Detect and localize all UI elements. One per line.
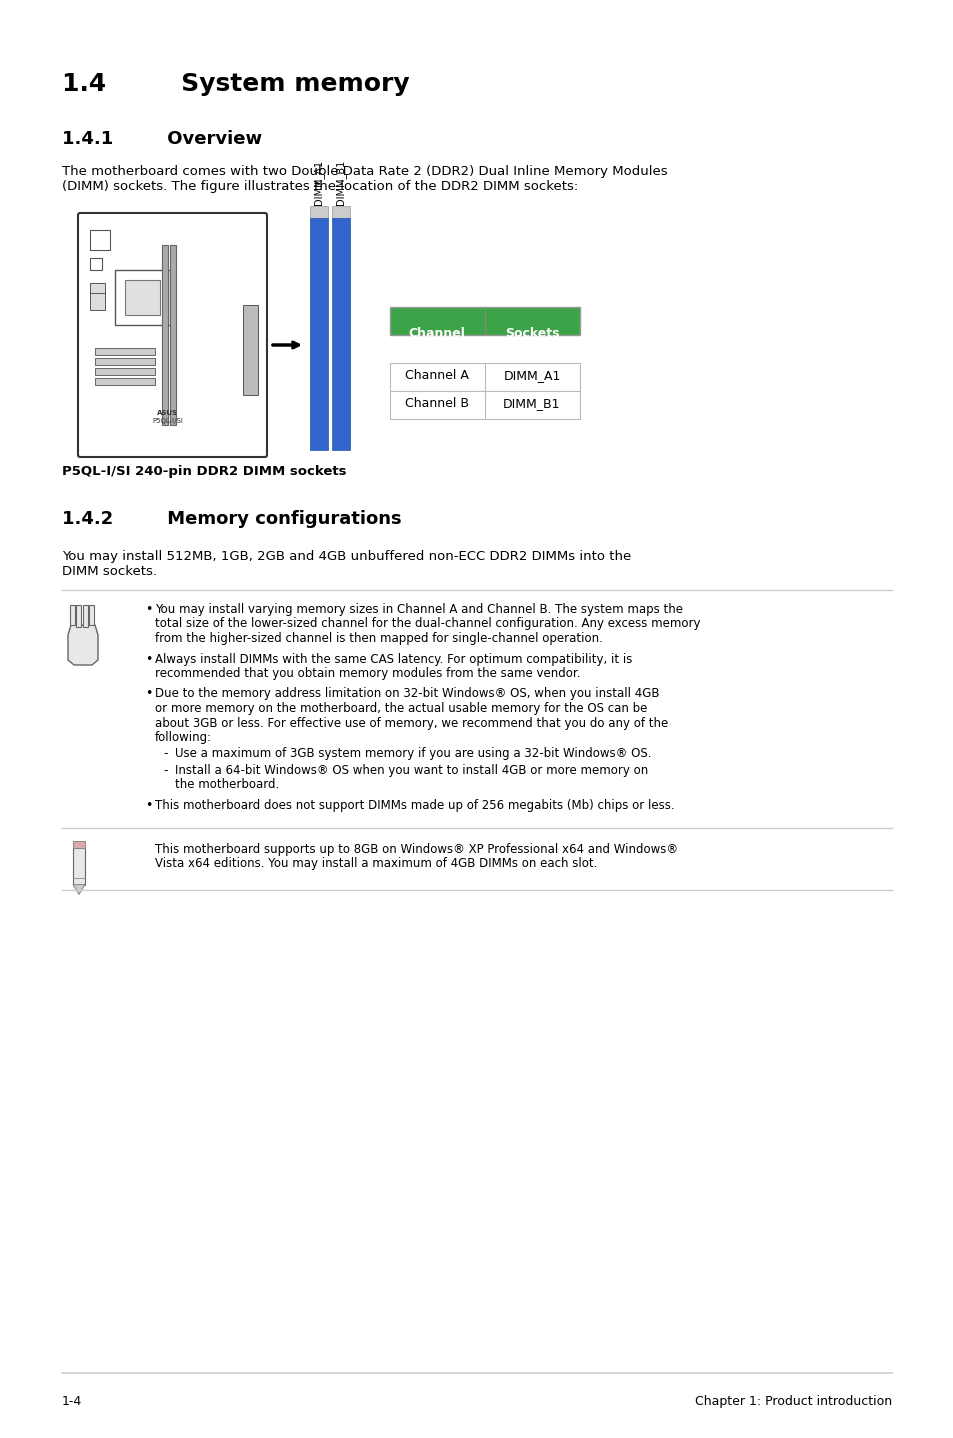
- Text: Vista x64 editions. You may install a maximum of 4GB DIMMs on each slot.: Vista x64 editions. You may install a ma…: [154, 857, 597, 870]
- Text: •: •: [145, 687, 152, 700]
- Text: Due to the memory address limitation on 32-bit Windows® OS, when you install 4GB: Due to the memory address limitation on …: [154, 687, 659, 700]
- Bar: [125, 280, 160, 315]
- Text: •: •: [145, 603, 152, 615]
- Bar: [162, 244, 168, 426]
- Bar: [310, 206, 328, 219]
- Polygon shape: [76, 605, 81, 627]
- Bar: [243, 305, 257, 395]
- Text: Use a maximum of 3GB system memory if you are using a 32-bit Windows® OS.: Use a maximum of 3GB system memory if yo…: [174, 748, 651, 761]
- Text: You may install varying memory sizes in Channel A and Channel B. The system maps: You may install varying memory sizes in …: [154, 603, 682, 615]
- Text: P5QL-I/SI 240-pin DDR2 DIMM sockets: P5QL-I/SI 240-pin DDR2 DIMM sockets: [62, 464, 346, 477]
- Bar: [90, 257, 102, 270]
- Text: total size of the lower-sized channel for the dual-channel configuration. Any ex: total size of the lower-sized channel fo…: [154, 617, 700, 630]
- Bar: [73, 840, 85, 847]
- Text: You may install 512MB, 1GB, 2GB and 4GB unbuffered non-ECC DDR2 DIMMs into the
D: You may install 512MB, 1GB, 2GB and 4GB …: [62, 549, 631, 578]
- Bar: [95, 348, 154, 355]
- Bar: [95, 378, 154, 385]
- Text: DIMM_A1: DIMM_A1: [503, 370, 560, 383]
- Text: This motherboard does not support DIMMs made up of 256 megabits (Mb) chips or le: This motherboard does not support DIMMs …: [154, 800, 674, 812]
- Bar: [390, 362, 579, 391]
- Text: Always install DIMMs with the same CAS latency. For optimum compatibility, it is: Always install DIMMs with the same CAS l…: [154, 653, 632, 666]
- Bar: [390, 391, 579, 418]
- Polygon shape: [73, 884, 85, 894]
- Text: The motherboard comes with two Double Data Rate 2 (DDR2) Dual Inline Memory Modu: The motherboard comes with two Double Da…: [62, 165, 667, 193]
- Text: -: -: [163, 764, 168, 777]
- Polygon shape: [89, 605, 94, 626]
- Polygon shape: [68, 626, 98, 664]
- Text: ASUS: ASUS: [157, 410, 178, 416]
- Polygon shape: [70, 605, 75, 626]
- Text: Install a 64-bit Windows® OS when you want to install 4GB or more memory on: Install a 64-bit Windows® OS when you wa…: [174, 764, 648, 777]
- Text: 1-4: 1-4: [62, 1395, 82, 1408]
- Polygon shape: [83, 605, 88, 627]
- Text: from the higher-sized channel is then mapped for single-channel operation.: from the higher-sized channel is then ma…: [154, 631, 602, 646]
- Bar: [90, 285, 105, 311]
- Bar: [170, 244, 175, 426]
- Bar: [310, 219, 328, 450]
- Text: This motherboard supports up to 8GB on Windows® XP Professional x64 and Windows®: This motherboard supports up to 8GB on W…: [154, 843, 678, 856]
- Bar: [90, 230, 110, 250]
- Text: recommended that you obtain memory modules from the same vendor.: recommended that you obtain memory modul…: [154, 667, 579, 680]
- Text: Channel B: Channel B: [405, 397, 469, 410]
- Text: or more memory on the motherboard, the actual usable memory for the OS can be: or more memory on the motherboard, the a…: [154, 702, 647, 715]
- Bar: [332, 219, 350, 450]
- Text: about 3GB or less. For effective use of memory, we recommend that you do any of : about 3GB or less. For effective use of …: [154, 716, 667, 729]
- Polygon shape: [73, 847, 85, 884]
- Bar: [332, 206, 350, 219]
- Text: following:: following:: [154, 731, 212, 743]
- Text: Channel: Channel: [408, 326, 465, 339]
- Text: 1.4   System memory: 1.4 System memory: [62, 72, 409, 96]
- Text: the motherboard.: the motherboard.: [174, 778, 279, 791]
- Bar: [115, 270, 170, 325]
- Text: DIMM_B1: DIMM_B1: [335, 160, 346, 206]
- Text: DIMM_A1: DIMM_A1: [314, 160, 324, 206]
- Text: P5QL-I/SI: P5QL-I/SI: [152, 418, 183, 424]
- Bar: [95, 358, 154, 365]
- Text: Chapter 1: Product introduction: Chapter 1: Product introduction: [694, 1395, 891, 1408]
- Text: -: -: [163, 748, 168, 761]
- Bar: [95, 368, 154, 375]
- Text: Sockets: Sockets: [504, 326, 558, 339]
- Bar: [390, 306, 579, 335]
- FancyBboxPatch shape: [78, 213, 267, 457]
- Bar: [90, 283, 105, 293]
- Text: DIMM_B1: DIMM_B1: [503, 397, 560, 410]
- Text: 1.4.2   Memory configurations: 1.4.2 Memory configurations: [62, 510, 401, 528]
- Text: 1.4.1   Overview: 1.4.1 Overview: [62, 129, 262, 148]
- Text: •: •: [145, 653, 152, 666]
- Text: Channel A: Channel A: [405, 370, 469, 383]
- Text: •: •: [145, 800, 152, 812]
